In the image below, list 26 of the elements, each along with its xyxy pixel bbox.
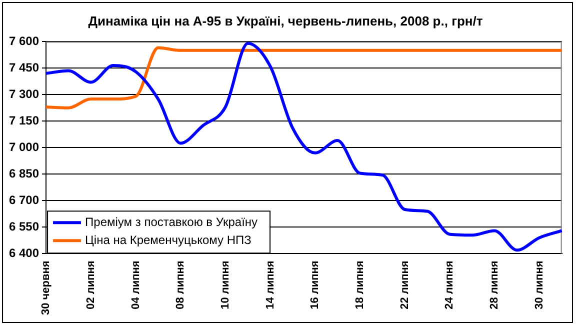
y-tick-label: 7 300 [9,86,40,101]
y-tick-label: 7 600 [9,34,40,48]
line-series [44,46,564,110]
x-tick-label: 16 липня [309,260,322,310]
x-tick-label: 08 липня [174,260,187,310]
x-tick-label: 18 липня [354,260,366,310]
x-tick-label: 30 липня [533,260,546,310]
y-tick-label: 6 700 [9,192,40,207]
x-tick-label: 04 липня [130,260,142,310]
y-tick-label: 7 450 [9,60,40,74]
y-tick-label: 6 550 [9,219,40,234]
legend-label: Ціна на Кременчуцькому НПЗ [85,232,252,247]
y-tick-label: 6 400 [9,246,40,260]
x-tick-label: 10 липня [219,260,232,310]
y-tick-label: 7 150 [9,113,40,128]
y-tick-label: 6 850 [9,166,40,180]
x-tick-label: 28 липня [488,260,501,310]
line-series [44,42,564,252]
x-tick-label: 24 липня [444,260,456,310]
y-tick-label: 7 000 [9,140,40,154]
x-tick-label: 22 липня [398,260,411,310]
chart-title: Динаміка цін на А-95 в Україні, червень-липень, 2008 р., грн/т [88,13,483,28]
x-tick-label: 14 липня [264,260,276,310]
x-tick-label: 30 червня [40,260,52,316]
x-tick-label: 02 липня [84,260,97,310]
legend-label: Преміум з поставкою в Україну [85,214,258,229]
